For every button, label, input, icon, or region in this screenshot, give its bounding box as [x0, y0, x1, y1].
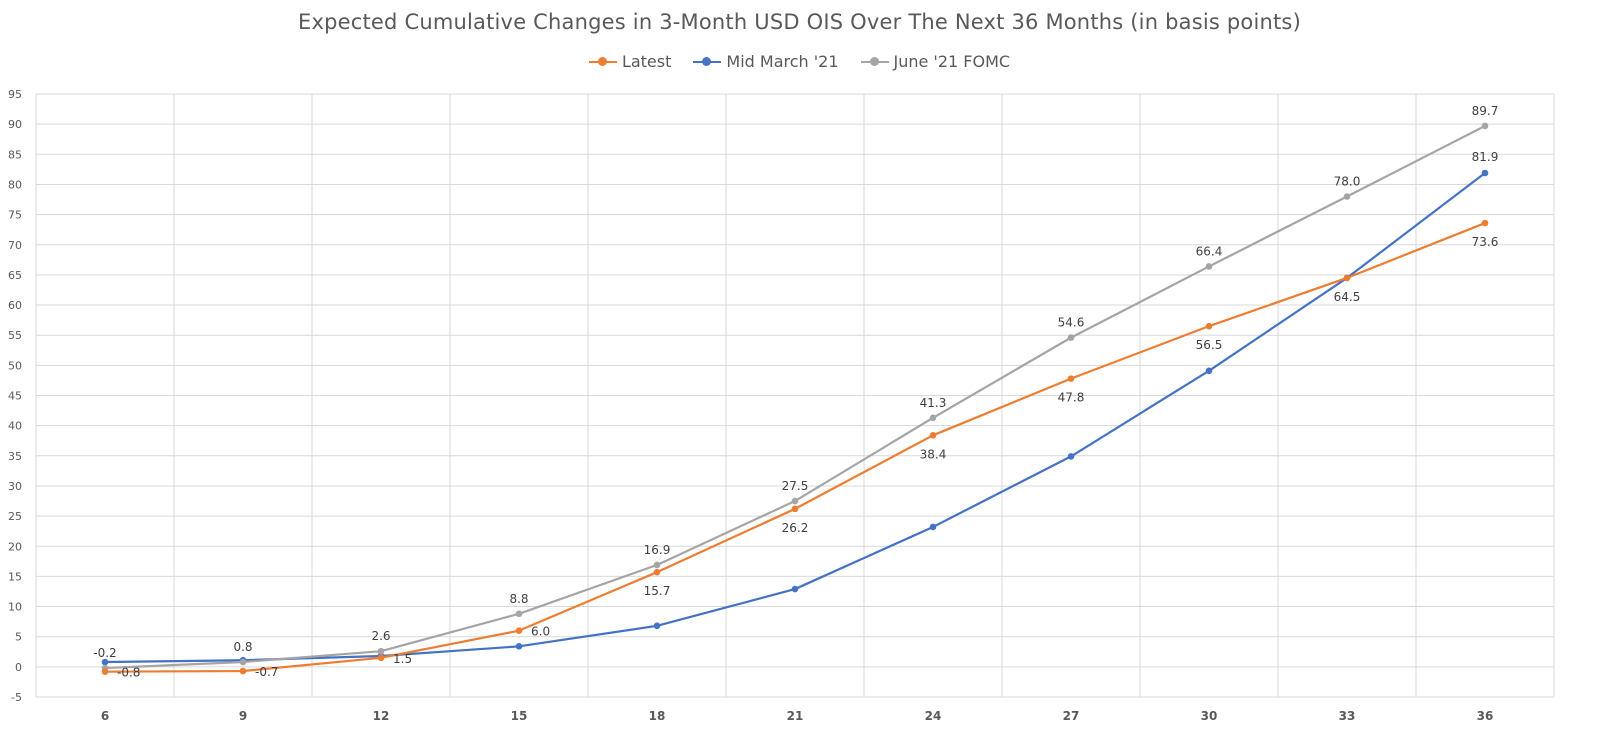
data-label: 66.4: [1196, 244, 1223, 258]
data-label: 38.4: [920, 447, 947, 461]
y-tick-label: 85: [8, 148, 22, 161]
data-point: [1205, 322, 1213, 330]
data-label: 26.2: [782, 521, 809, 535]
data-point: [239, 667, 247, 675]
y-tick-label: 35: [8, 450, 22, 463]
legend-item-mid-march[interactable]: Mid March '21: [693, 52, 839, 71]
y-tick-label: 50: [8, 359, 22, 372]
data-point: [1067, 375, 1075, 382]
data-point: [1067, 334, 1075, 341]
data-label: 64.5: [1334, 290, 1361, 304]
data-point: [653, 561, 661, 569]
data-point: [515, 610, 523, 618]
data-point: [377, 647, 385, 655]
data-label: 27.5: [782, 479, 809, 493]
legend-item-latest[interactable]: Latest: [588, 52, 672, 71]
x-tick-label: 30: [1201, 709, 1218, 723]
data-point: [653, 622, 661, 630]
y-tick-label: 15: [8, 570, 22, 583]
data-label: 89.7: [1472, 104, 1499, 118]
data-label: -0.7: [255, 665, 278, 679]
y-tick-label: 55: [8, 329, 22, 342]
data-point: [653, 568, 661, 576]
legend-swatch-latest: [588, 56, 617, 67]
data-point: [929, 523, 937, 531]
legend-label-latest: Latest: [621, 52, 672, 71]
y-tick-label: 60: [8, 299, 22, 312]
data-point: [1481, 122, 1489, 130]
y-tick-label: 25: [8, 510, 22, 523]
data-point: [929, 414, 937, 422]
legend-label-mid-march: Mid March '21: [726, 52, 839, 71]
x-tick-label: 24: [925, 709, 942, 723]
y-tick-label: 20: [8, 540, 22, 553]
x-tick-label: 15: [511, 709, 528, 723]
legend-label-june-fomc: June '21 FOMC: [893, 52, 1011, 71]
y-tick-label: 5: [15, 631, 22, 644]
y-tick-label: 95: [8, 88, 22, 101]
x-tick-label: 27: [1063, 709, 1080, 723]
y-tick-label: 90: [8, 118, 22, 131]
x-tick-label: 18: [649, 709, 666, 723]
data-label: 78.0: [1334, 175, 1361, 189]
data-label: 16.9: [644, 543, 671, 557]
data-label: 54.6: [1058, 316, 1085, 330]
legend-item-june-fomc[interactable]: June '21 FOMC: [860, 52, 1011, 71]
y-tick-label: 45: [8, 390, 22, 403]
data-point: [1343, 193, 1351, 200]
data-label: 47.8: [1058, 391, 1085, 405]
data-point: [515, 643, 523, 650]
data-label: 56.5: [1196, 338, 1223, 352]
legend: Latest Mid March '21 June '21 FOMC: [0, 52, 1599, 71]
y-tick-label: 0: [15, 661, 22, 674]
data-label: 6.0: [531, 625, 550, 639]
y-tick-label: 10: [8, 601, 22, 614]
data-point: [377, 654, 385, 662]
x-tick-label: 33: [1339, 709, 1356, 723]
data-point: [929, 431, 937, 439]
data-point: [791, 497, 799, 505]
data-point: [1481, 219, 1489, 227]
data-label: -0.8: [117, 666, 140, 680]
data-label: 1.5: [393, 652, 412, 666]
chart-title: Expected Cumulative Changes in 3-Month U…: [298, 10, 1301, 34]
x-tick-label: 9: [239, 709, 247, 723]
data-label: 73.6: [1472, 235, 1499, 249]
data-point: [515, 627, 523, 634]
data-point: [791, 505, 799, 513]
y-tick-label: 75: [8, 209, 22, 222]
data-point: [1481, 169, 1489, 177]
data-label: 8.8: [509, 592, 528, 606]
data-point: [101, 668, 109, 675]
x-tick-label: 12: [373, 709, 390, 723]
data-label: 41.3: [920, 396, 947, 410]
legend-swatch-mid-march: [693, 56, 722, 67]
x-tick-label: 36: [1477, 709, 1494, 723]
data-point: [1205, 367, 1213, 375]
x-tick-label: 21: [787, 709, 804, 723]
data-point: [1343, 274, 1351, 282]
data-point: [239, 658, 247, 666]
y-tick-label: 65: [8, 269, 22, 282]
data-point: [1067, 453, 1075, 460]
y-tick-label: 30: [8, 480, 22, 493]
y-tick-label: 80: [8, 178, 22, 191]
data-label: -0.2: [93, 646, 116, 660]
y-tick-label: -5: [11, 691, 22, 704]
data-point: [791, 585, 799, 593]
y-tick-label: 70: [8, 239, 22, 252]
data-label: 2.6: [371, 629, 390, 643]
legend-swatch-june-fomc: [860, 56, 889, 67]
data-label: 81.9: [1472, 150, 1499, 164]
data-label: 15.7: [644, 584, 671, 598]
x-tick-label: 6: [101, 709, 109, 723]
y-tick-label: 40: [8, 420, 22, 433]
data-point: [1205, 263, 1213, 270]
data-point: [101, 658, 109, 666]
data-label: 0.8: [233, 640, 252, 654]
